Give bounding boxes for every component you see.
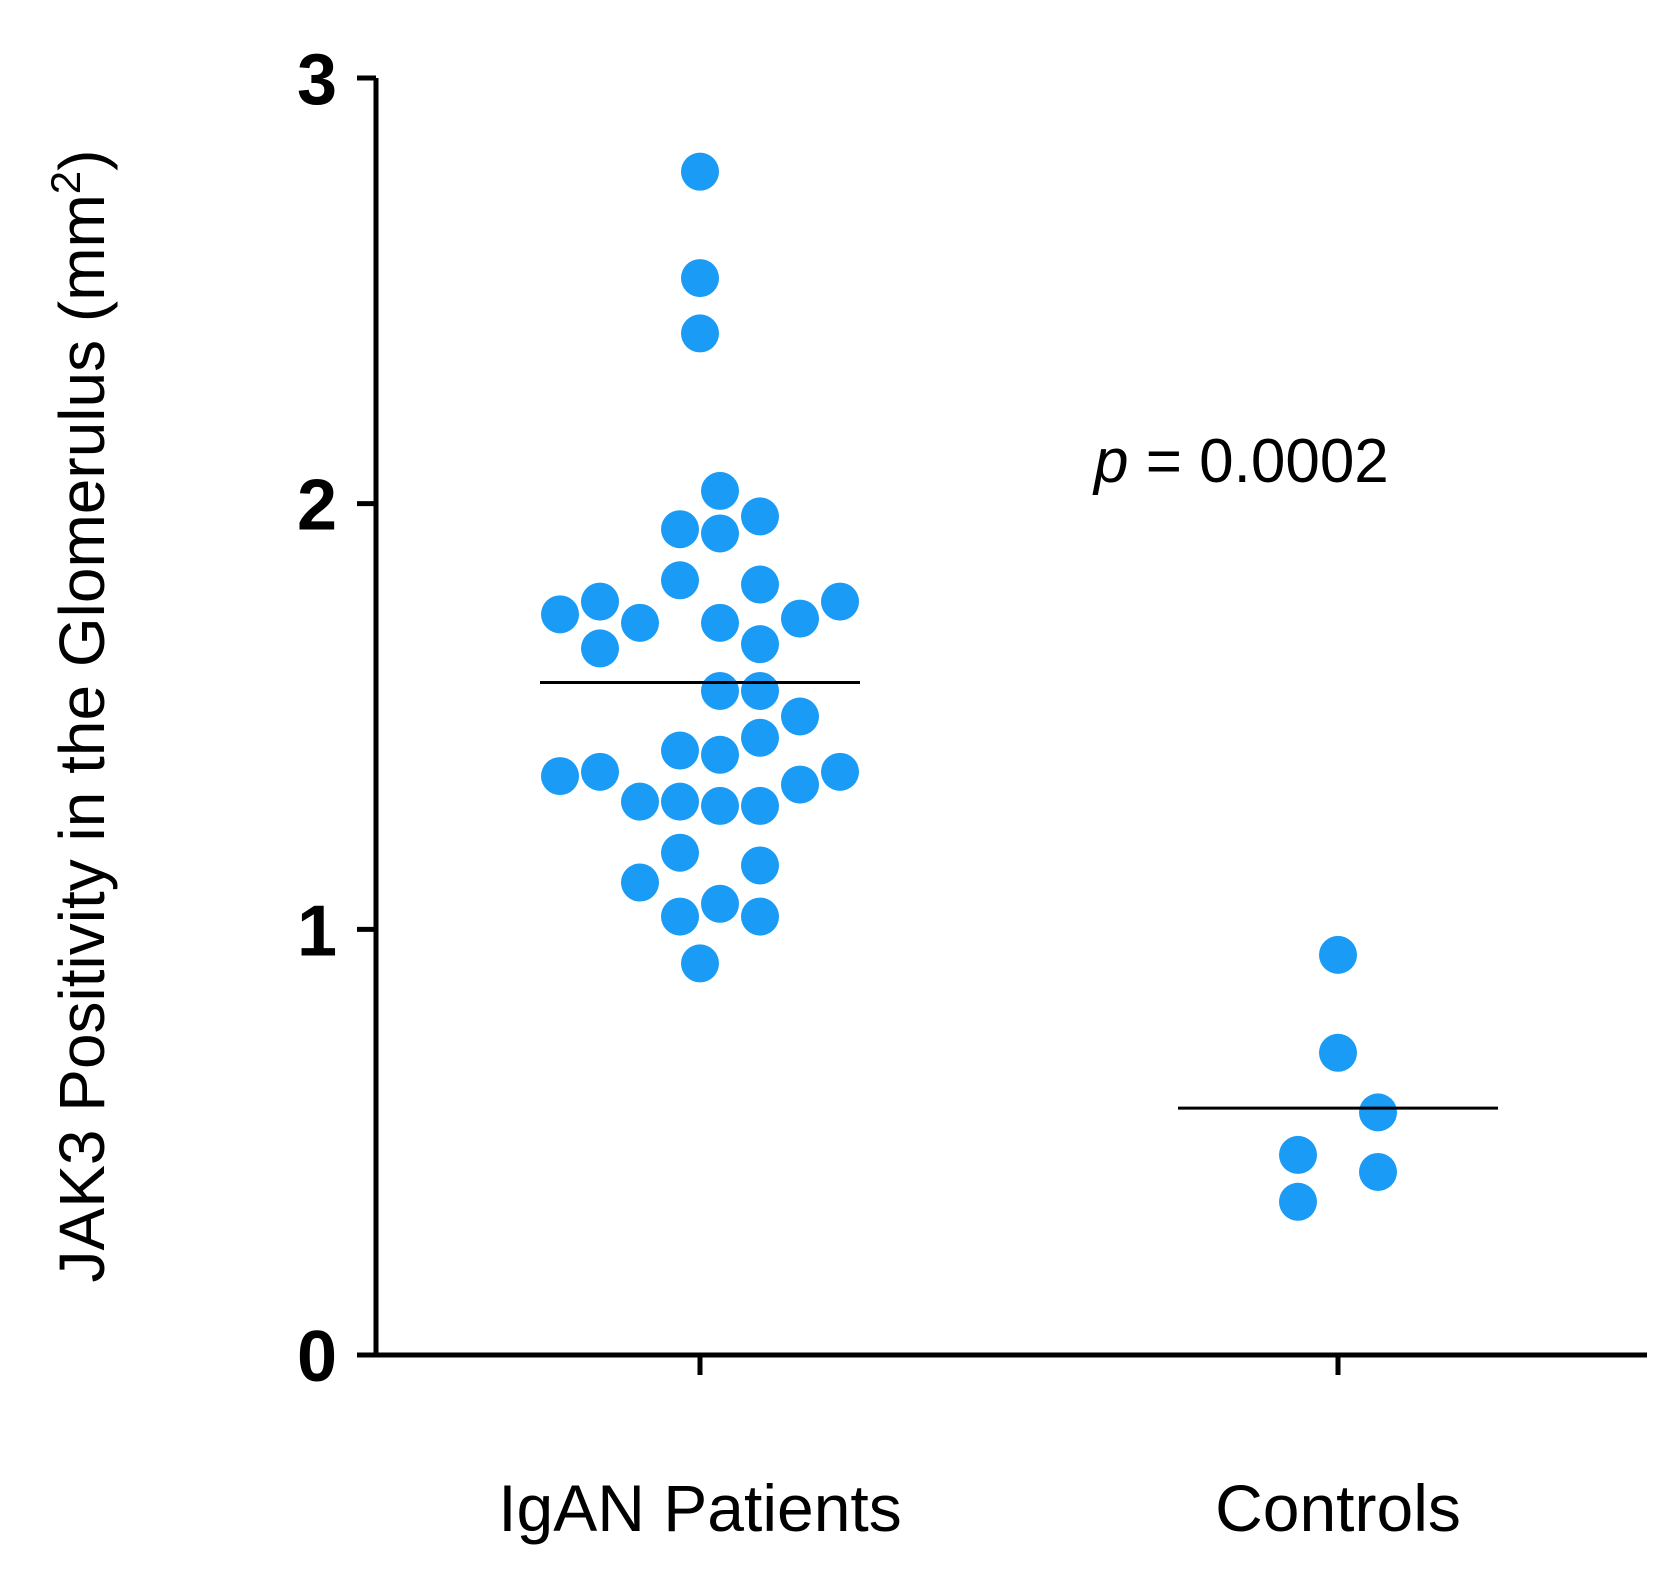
data-point-0-35 — [661, 897, 699, 936]
data-point-0-16 — [581, 629, 619, 668]
data-point-0-34 — [701, 884, 739, 923]
data-point-0-30 — [741, 786, 779, 825]
data-point-0-27 — [621, 782, 659, 821]
data-point-1-2 — [1359, 1093, 1397, 1132]
data-point-0-8 — [741, 565, 779, 604]
data-point-0-14 — [701, 603, 739, 642]
data-point-0-32 — [741, 846, 779, 885]
x-category-label-1: Controls — [1215, 1471, 1461, 1545]
data-point-1-4 — [1359, 1152, 1397, 1191]
data-point-0-13 — [621, 603, 659, 642]
data-point-0-22 — [701, 735, 739, 774]
data-point-0-17 — [701, 671, 739, 710]
data-point-0-28 — [661, 782, 699, 821]
data-point-0-26 — [781, 765, 819, 804]
data-point-0-29 — [701, 786, 739, 825]
data-point-1-1 — [1319, 1033, 1357, 1072]
data-point-0-9 — [581, 582, 619, 621]
data-point-0-11 — [541, 595, 579, 634]
data-point-0-18 — [741, 671, 779, 710]
data-point-0-5 — [661, 510, 699, 549]
data-point-0-36 — [741, 897, 779, 936]
data-point-0-7 — [661, 561, 699, 600]
p-value-text: = 0.0002 — [1128, 427, 1388, 496]
data-point-1-5 — [1279, 1182, 1317, 1221]
y-axis-title: JAK3 Positivity in the Glomerulus (mm2) — [42, 150, 118, 1283]
y-ticks: 0 1 2 3 — [297, 40, 376, 1397]
y-axis-title-superscript: 2 — [42, 171, 89, 194]
data-point-0-23 — [581, 752, 619, 791]
y-tick-label-2: 2 — [297, 466, 337, 546]
data-point-0-21 — [661, 731, 699, 770]
data-point-0-4 — [741, 497, 779, 536]
data-point-0-37 — [681, 944, 719, 983]
data-point-0-2 — [681, 314, 719, 353]
means-layer — [540, 680, 1498, 1110]
x-ticks: IgAN Patients Controls — [498, 1355, 1461, 1545]
data-point-0-15 — [741, 625, 779, 664]
data-point-0-12 — [781, 599, 819, 638]
data-point-0-24 — [821, 752, 859, 791]
data-point-0-33 — [621, 863, 659, 902]
y-tick-label-1: 1 — [297, 891, 337, 971]
data-point-0-0 — [681, 152, 719, 191]
data-point-0-1 — [681, 259, 719, 298]
y-tick-label-0: 0 — [297, 1317, 337, 1397]
x-category-label-0: IgAN Patients — [498, 1471, 902, 1545]
data-point-0-20 — [741, 718, 779, 757]
data-point-1-0 — [1319, 935, 1357, 974]
data-point-0-6 — [701, 514, 739, 553]
p-symbol: p — [1092, 427, 1128, 496]
y-axis-title-close: ) — [46, 150, 118, 171]
data-point-0-31 — [661, 833, 699, 872]
data-point-1-3 — [1279, 1135, 1317, 1174]
points-layer — [541, 152, 1397, 1221]
p-value-annotation: p = 0.0002 — [1092, 427, 1389, 496]
data-point-0-3 — [701, 471, 739, 510]
data-point-0-25 — [541, 757, 579, 796]
y-tick-label-3: 3 — [297, 40, 337, 120]
data-point-0-19 — [781, 697, 819, 736]
data-point-0-10 — [821, 582, 859, 621]
